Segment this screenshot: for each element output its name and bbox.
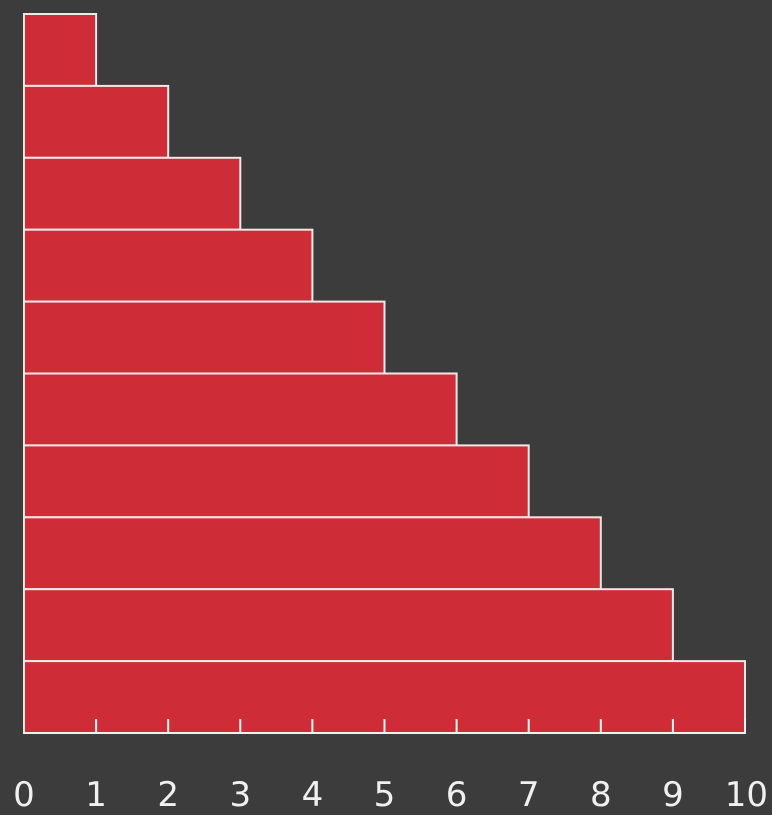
x-tick-label: 6 — [446, 775, 468, 815]
bar — [23, 444, 530, 519]
bar — [23, 300, 386, 375]
bar — [23, 13, 98, 87]
x-axis-tick-labels: 0 1 2 3 4 5 6 7 8 9 10 — [13, 775, 768, 815]
x-tick-label: 1 — [85, 775, 107, 815]
bar — [23, 156, 242, 231]
x-axis-ticks — [95, 719, 746, 733]
x-tick-label: 10 — [725, 775, 768, 815]
x-tick-label: 2 — [157, 775, 179, 815]
bar — [23, 516, 602, 591]
x-tick-label: 0 — [13, 775, 35, 815]
bar — [23, 588, 674, 663]
x-tick-label: 5 — [374, 775, 396, 815]
bar — [23, 372, 458, 447]
x-tick-label: 4 — [302, 775, 324, 815]
bar — [23, 228, 314, 303]
bar — [23, 84, 170, 159]
x-tick-label: 8 — [590, 775, 612, 815]
x-tick-label: 9 — [662, 775, 684, 815]
bars-group — [23, 13, 746, 734]
x-tick-label: 7 — [518, 775, 540, 815]
x-tick-label: 3 — [229, 775, 251, 815]
